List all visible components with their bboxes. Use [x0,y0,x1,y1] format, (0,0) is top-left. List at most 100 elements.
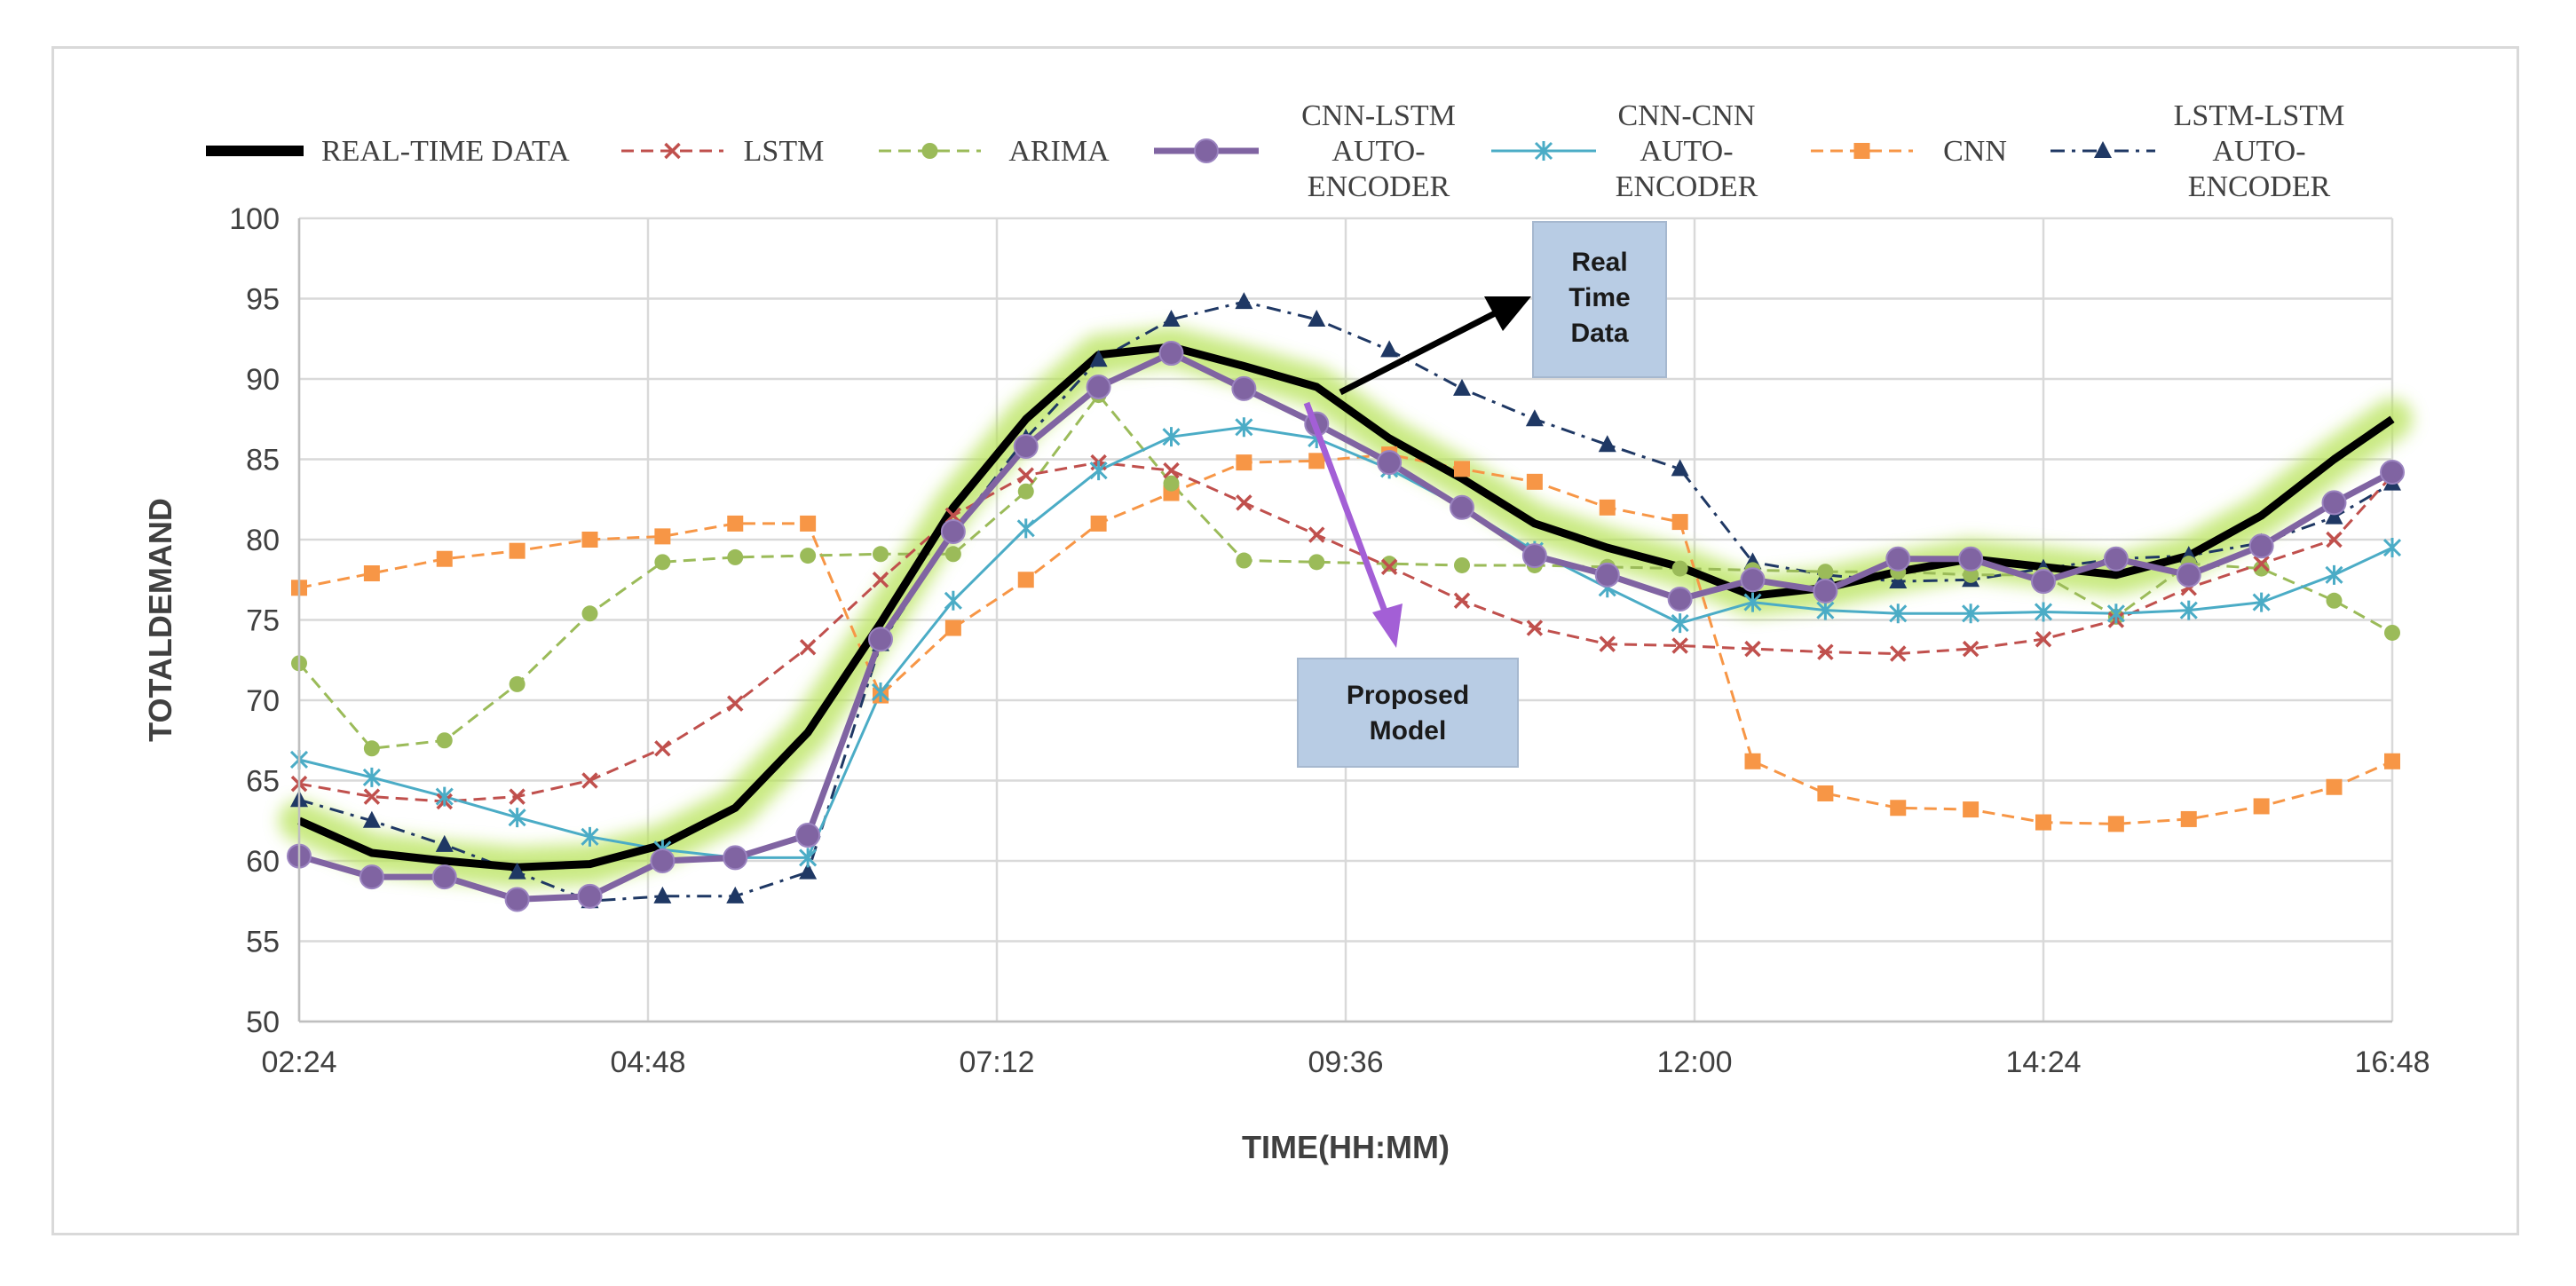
x-tick-label: 09:36 [1308,1045,1383,1079]
data-point-cnn-cnn-auto-encoder [1889,604,1908,624]
data-point-cnn-lstm-auto-encoder [868,627,893,652]
data-point-cnn-lstm-auto-encoder [504,887,530,912]
data-point-cnn-cnn-auto-encoder [2179,600,2198,620]
data-point-cnn [2253,798,2270,815]
data-point-lstm [1744,640,1761,658]
gridlines [297,217,2394,1023]
series-line-cnn [298,453,2393,825]
data-point-lstm-lstm-auto-encoder [1453,378,1471,396]
legend-marker [2094,141,2112,158]
data-point-cnn-cnn-auto-encoder [2106,604,2125,624]
data-point-cnn [800,515,817,532]
data-point-lstm-lstm-auto-encoder [1598,435,1616,453]
data-point-cnn [2180,810,2197,827]
data-point-lstm-lstm-auto-encoder [2325,507,2343,525]
series-line-arima [297,393,2393,750]
y-tick-label: 50 [246,1006,280,1039]
data-point-cnn-cnn-auto-encoder [1235,417,1253,438]
data-point-lstm-lstm-auto-encoder [1162,310,1181,327]
legend-item-arima: ARIMA [879,135,1110,168]
data-point-cnn-lstm-auto-encoder [1377,450,1403,476]
data-point-cnn-cnn-auto-encoder [2034,602,2053,622]
data-point-lstm [1671,637,1688,654]
data-point-arima [363,740,380,757]
legend-label: LSTM [744,135,825,168]
y-tick-label: 70 [246,684,280,718]
data-point-lstm-lstm-auto-encoder [1089,350,1108,367]
data-point-cnn-lstm-auto-encoder [1594,562,1620,588]
data-point-cnn [1744,753,1761,769]
data-point-arima [1381,556,1398,572]
data-point-arima [1163,475,1180,492]
data-point-arima [1236,552,1252,569]
series-line-cnn-lstm-auto-encoder [298,350,2394,903]
annotation-label: Model [1370,716,1447,746]
annotation-proposed-model: Proposed Model [1297,401,1519,768]
y-tick-label: 75 [246,604,280,638]
annotation-label: Real [1571,248,1627,277]
y-tick-label: 65 [246,765,280,799]
data-point-cnn-cnn-auto-encoder [435,786,454,807]
data-point-cnn-lstm-auto-encoder [1740,567,1766,593]
data-point-cnn-cnn-auto-encoder [871,682,890,702]
data-point-cnn-cnn-auto-encoder [1743,592,1762,612]
x-axis-title: TIME(HH:MM) [1242,1129,1450,1165]
data-point-lstm [1017,467,1034,484]
data-point-cnn [1817,785,1834,801]
legend-item-real-time-data: REAL-TIME DATA [206,135,570,168]
data-point-cnn [654,528,671,545]
data-point-cnn-lstm-auto-encoder [795,823,821,848]
y-tick-label: 55 [246,926,280,959]
annotation-arrow [1303,401,1390,618]
data-point-lstm [1308,526,1325,543]
data-point-arima [2326,592,2343,609]
data-point-lstm-lstm-auto-encoder [799,862,818,880]
data-point-lstm [727,695,744,712]
legend-label: REAL-TIME DATA [321,135,570,168]
data-point-cnn-cnn-auto-encoder [1816,600,1835,620]
data-point-lstm-lstm-auto-encoder [508,862,526,880]
data-point-arima [727,548,744,565]
data-point-cnn [2107,816,2124,832]
data-point-cnn-lstm-auto-encoder [1013,434,1039,460]
data-point-arima [581,605,598,622]
data-point-arima [873,546,889,563]
data-point-lstm-lstm-auto-encoder [362,810,381,828]
series-line-real-time-data [297,343,2395,872]
data-point-cnn-lstm-auto-encoder [431,864,457,890]
data-point-cnn-cnn-auto-encoder [581,826,599,847]
data-point-cnn-cnn-auto-encoder [1671,613,1689,634]
y-tick-label: 100 [229,202,280,236]
data-point-cnn-cnn-auto-encoder [1016,518,1035,539]
data-point-cnn-lstm-auto-encoder [2103,546,2129,572]
legend: REAL-TIME DATA LSTM ARIMACNN-LSTMAUTO-ENCO… [206,99,2344,203]
axes: 50 55 60 65 70 75 80 85 90 95 100 02:24 04:48 07:12 09… [142,202,2430,1165]
data-point-lstm-lstm-auto-encoder [726,886,745,903]
data-point-cnn-lstm-auto-encoder [359,864,384,890]
data-point-cnn-cnn-auto-encoder [362,767,381,787]
data-point-lstm-lstm-auto-encoder [1308,310,1326,327]
x-tick-label: 07:12 [959,1045,1034,1079]
data-point-cnn-lstm-auto-encoder [2321,490,2347,516]
annotation-arrowhead [1372,604,1403,648]
data-point-cnn-cnn-auto-encoder [2252,592,2271,612]
data-point-cnn-cnn-auto-encoder [2382,538,2402,558]
y-tick-label: 90 [246,363,280,397]
data-point-cnn-lstm-auto-encoder [2176,562,2201,588]
data-point-lstm [509,788,525,805]
legend-marker [1534,141,1553,161]
data-point-cnn-lstm-auto-encoder [1885,546,1911,572]
legend-item-lstm: LSTM [621,135,824,168]
data-point-cnn [2384,753,2400,769]
data-point-cnn-lstm-auto-encoder [1813,578,1838,604]
data-point-lstm [1817,643,1834,660]
data-point-cnn [1454,461,1470,477]
y-axis-title: TOTALDEMAND [142,498,178,742]
data-point-cnn-lstm-auto-encoder [2031,569,2056,595]
series-line-lstm [298,461,2394,803]
data-point-cnn-lstm-auto-encoder [1667,586,1693,611]
annotation-box [1532,221,1667,378]
data-point-cnn [509,542,525,559]
